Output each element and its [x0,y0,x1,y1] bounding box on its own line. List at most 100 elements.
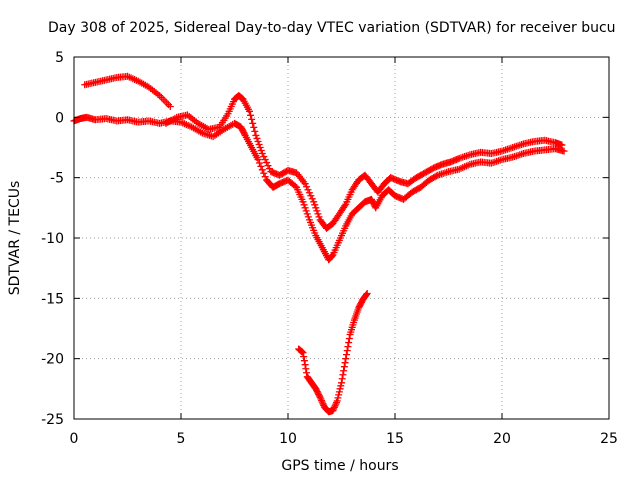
data-point [319,400,327,408]
data-point [260,169,268,177]
data-point [330,405,338,413]
data-point [312,204,320,212]
data-point [300,357,308,365]
chart-title: Day 308 of 2025, Sidereal Day-to-day VTE… [48,20,616,36]
data-point [252,131,260,139]
data-point [311,201,319,209]
y-tick-label: 5 [55,50,64,66]
data-point [316,393,324,401]
data-point [335,391,343,399]
data-point [256,144,264,151]
data-point [305,189,313,197]
data-point [258,150,266,158]
data-point [318,396,326,404]
x-tick-label: 25 [600,431,618,447]
data-point [302,365,310,373]
data-point [291,182,299,190]
data-point [254,137,262,145]
data-point [253,134,261,142]
data-point [336,385,344,393]
data-point [301,204,309,212]
data-point [340,363,348,371]
data-point [166,102,174,110]
data-point [318,398,326,406]
data-point [247,111,255,119]
data-point [264,162,272,170]
y-tick-label: 0 [55,110,64,126]
data-point [330,403,338,411]
data-point [432,172,440,180]
data-point [335,388,343,396]
data-point [300,201,308,209]
data-point [257,162,265,170]
data-point [261,156,269,164]
y-axis-label: SDTVAR / TECUs [7,181,23,296]
data-point [317,395,325,403]
data-point [339,371,347,379]
data-point [345,335,353,343]
data-point [333,399,341,407]
data-point [265,165,273,173]
data-point [333,397,341,405]
data-point [338,375,346,383]
data-point [363,290,371,298]
series-early-arc [81,72,174,110]
y-tick-label: -5 [50,171,64,187]
y-tick-label: -10 [41,231,64,247]
data-point [304,186,312,194]
data-point [251,127,259,135]
data-point [362,291,370,299]
data-point [338,379,345,387]
y-tick-label: -20 [41,352,64,368]
series-main-upper [162,92,566,232]
data-point [313,207,321,215]
data-point [328,253,336,261]
data-point [341,359,349,367]
y-tick-label: -15 [41,291,64,307]
data-point [308,195,316,203]
data-point [255,140,263,148]
data-point [250,123,258,131]
data-point [301,180,309,188]
data-point [304,213,312,221]
x-axis-label: GPS time / hours [281,458,398,474]
data-point [258,166,266,174]
data-point [303,369,311,377]
data-point [299,198,307,206]
data-point [337,382,345,390]
data-points [70,72,568,416]
data-point [344,343,352,351]
data-point [340,367,348,375]
data-point [263,159,271,167]
data-point [261,173,269,181]
data-point [249,119,257,127]
data-point [245,107,253,115]
x-tick-label: 10 [279,431,297,447]
data-point [314,210,322,218]
data-point [558,141,566,149]
data-point [334,394,342,402]
data-point [248,115,256,123]
data-point [257,147,265,155]
data-point [315,392,323,400]
x-tick-label: 15 [386,431,404,447]
data-point [299,349,307,357]
series-main-lower [70,113,568,264]
x-tick-label: 0 [70,431,79,447]
data-point [345,339,353,347]
data-point [301,361,309,369]
series-low-dip [295,290,371,416]
data-point [342,351,350,359]
data-point [307,192,315,200]
data-point [331,402,339,410]
data-point [332,400,340,408]
y-tick-label: -25 [41,412,64,428]
axis-ticks: 0 5 10 15 20 25 5 0 -5 -10 -15 -20 -25 [41,50,618,447]
data-point [341,202,349,210]
data-point [315,213,323,221]
data-point [255,159,263,167]
data-point [342,355,350,363]
data-point [254,156,262,164]
data-point [343,347,351,355]
data-point [329,407,337,415]
